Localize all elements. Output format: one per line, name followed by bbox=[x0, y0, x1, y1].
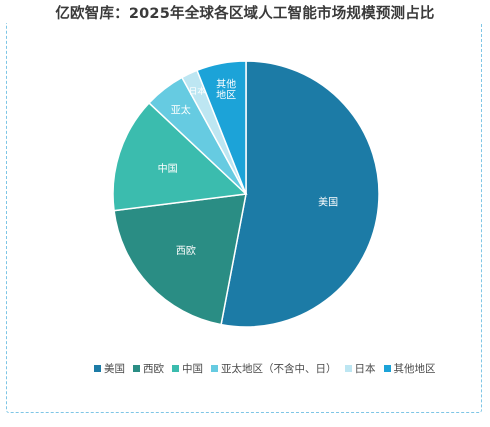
legend-swatch bbox=[172, 364, 179, 372]
slice-label-5: 其他地区 bbox=[216, 78, 236, 102]
legend-swatch bbox=[94, 364, 101, 372]
chart-title: 亿欧智库：2025年全球各区域人工智能市场规模预测占比 bbox=[0, 2, 490, 23]
legend-swatch bbox=[211, 364, 218, 372]
slice-label-4: 日本 bbox=[189, 86, 207, 97]
legend-label: 其他地区 bbox=[393, 362, 436, 375]
legend-label: 西欧 bbox=[143, 362, 164, 375]
legend-item-1: 西欧 bbox=[133, 361, 164, 376]
legend-item-4: 日本 bbox=[344, 361, 376, 376]
pie-slice-0 bbox=[220, 60, 380, 328]
legend-label: 亚太地区（不含中、日） bbox=[221, 362, 337, 375]
legend-item-0: 美国 bbox=[94, 361, 125, 376]
chart-legend: 美国 西欧 中国 亚太地区（不含中、日） 日本 其他地区 bbox=[94, 360, 436, 376]
slice-label-2: 中国 bbox=[158, 162, 178, 175]
legend-swatch bbox=[133, 364, 140, 372]
slice-label-1: 西欧 bbox=[176, 245, 196, 257]
slice-label-0: 美国 bbox=[318, 195, 338, 208]
legend-item-5: 其他地区 bbox=[383, 361, 436, 376]
slice-label-3: 亚太 bbox=[171, 103, 191, 116]
legend-label: 中国 bbox=[182, 362, 203, 375]
pie-slice-1 bbox=[113, 193, 247, 326]
pie-slice-5 bbox=[196, 60, 247, 195]
pie-slice-2 bbox=[112, 101, 248, 212]
legend-item-3: 亚太地区（不含中、日） bbox=[211, 361, 337, 376]
legend-swatch bbox=[344, 364, 352, 372]
legend-swatch bbox=[383, 364, 391, 372]
legend-label: 日本 bbox=[354, 362, 376, 375]
legend-item-2: 中国 bbox=[172, 361, 203, 376]
legend-label: 美国 bbox=[104, 362, 125, 375]
